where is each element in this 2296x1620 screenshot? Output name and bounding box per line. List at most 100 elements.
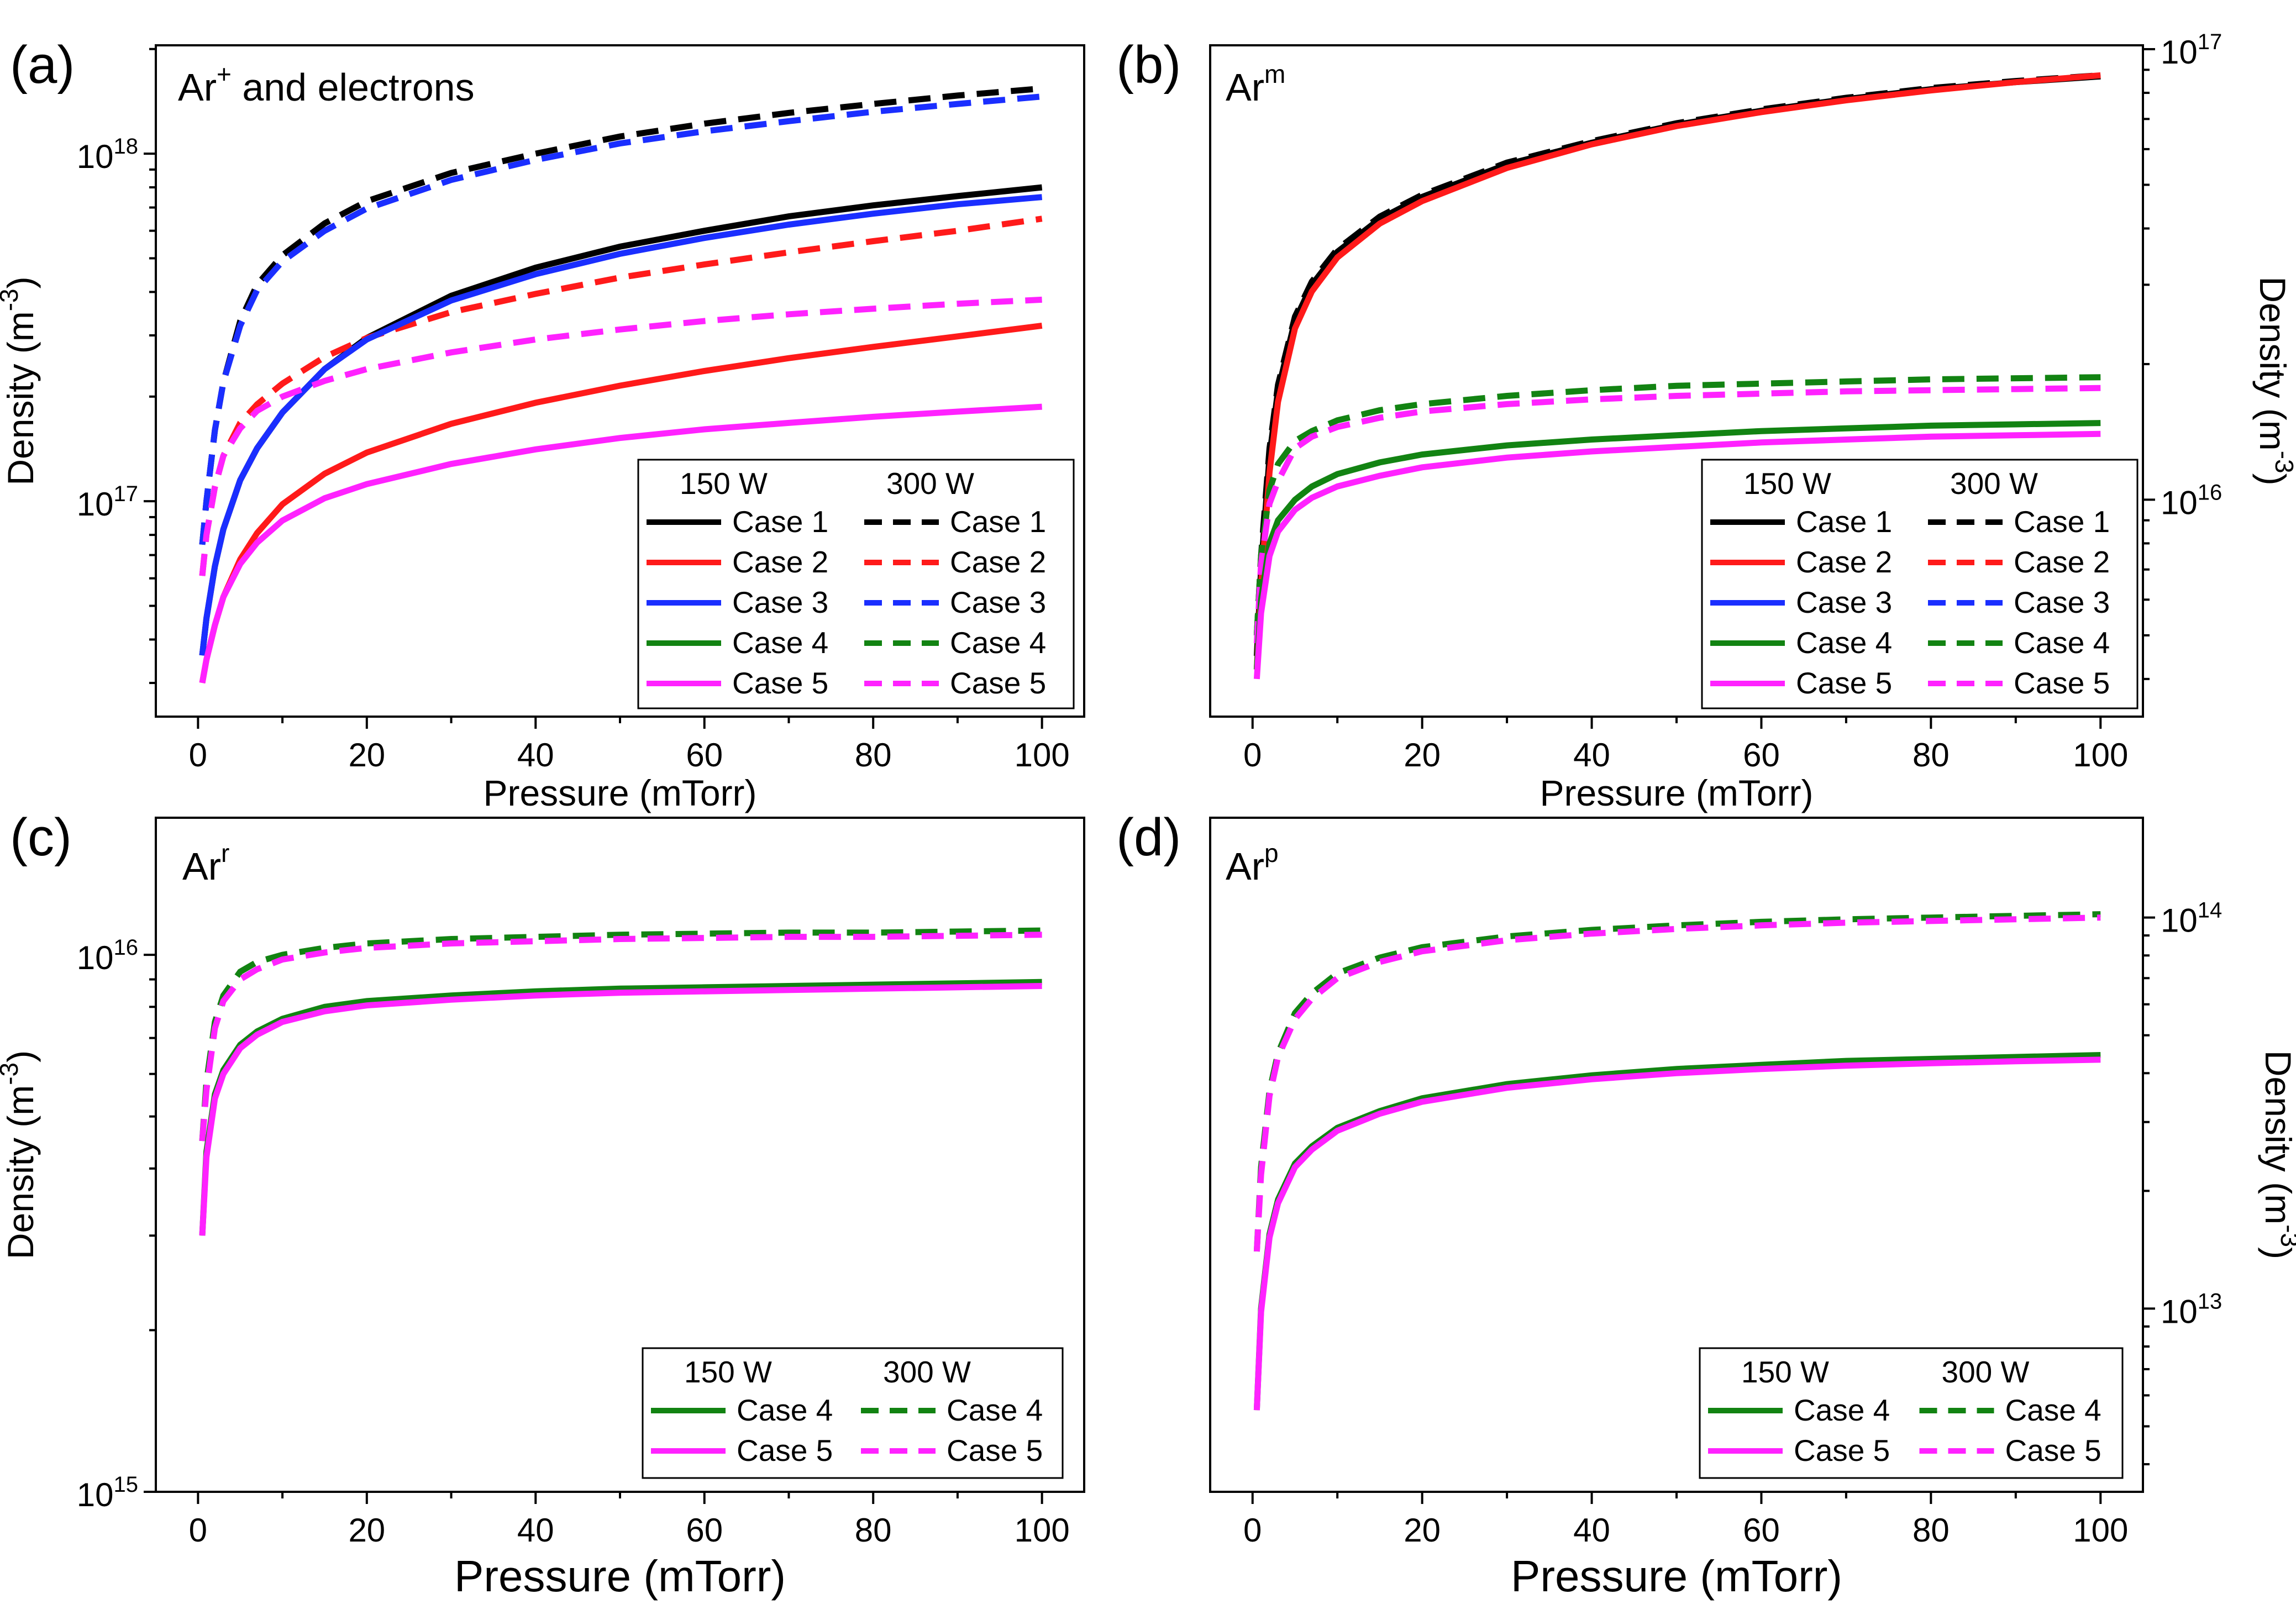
panel-b: 0 20 40 60 80 100 1016 1017 Pressure (mTorr) Dens…	[1116, 30, 2296, 813]
x-tick-label: 0	[189, 1512, 207, 1549]
series-case-5-150w	[199, 983, 1042, 1236]
legend-header-150w: 150 W	[680, 466, 768, 501]
legend-header-150w: 150 W	[684, 1355, 772, 1389]
series-case-4-300w	[1253, 911, 2101, 1252]
legend-header-300w: 300 W	[883, 1355, 971, 1389]
y-axis-title: Density (m-3)	[0, 276, 41, 485]
legend-entry-300w: Case 5	[947, 1433, 1043, 1468]
series-case-5-300w	[1253, 914, 2101, 1252]
series-group	[1253, 72, 2101, 680]
series-case-5-300w	[199, 296, 1042, 576]
series-case-4-300w	[1253, 374, 2101, 636]
legend-entry-150w: Case 2	[1796, 545, 1892, 579]
species-label: Ar+ and electrons	[178, 60, 475, 109]
x-axis-title: Pressure (mTorr)	[454, 1551, 786, 1601]
y-tick-label: 1014	[2161, 898, 2222, 939]
y-axis-title: Density (m-3)	[0, 1050, 41, 1259]
y-tick-label: 1017	[2161, 30, 2222, 71]
series-group	[1253, 911, 2101, 1411]
y-tick-label: 1015	[77, 1472, 138, 1513]
x-tick-label: 40	[517, 737, 554, 774]
series-case-5-300w	[199, 932, 1042, 1142]
legend-entry-150w: Case 3	[732, 585, 828, 619]
legend-entry-150w: Case 5	[1796, 666, 1892, 700]
legend-header-300w: 300 W	[1942, 1355, 2030, 1389]
legend-entry-150w: Case 1	[1796, 504, 1892, 539]
x-tick-label: 100	[2073, 737, 2128, 774]
legend-entry-300w: Case 3	[950, 585, 1046, 619]
x-tick-label: 100	[1015, 1512, 1070, 1549]
y-axis-title: Density (m-3)	[2252, 276, 2296, 485]
legend-entry-150w: Case 4	[1794, 1393, 1890, 1427]
x-tick-label: 20	[348, 1512, 385, 1549]
x-axis-title: Pressure (mTorr)	[1540, 772, 1813, 813]
legend-entry-300w: Case 5	[950, 666, 1046, 700]
x-tick-label: 20	[348, 737, 385, 774]
series-case-5-150w	[1253, 1056, 2101, 1411]
legend-entry-300w: Case 3	[2014, 585, 2110, 619]
x-tick-label: 80	[1913, 737, 1950, 774]
legend-entry-150w: Case 5	[737, 1433, 833, 1468]
panel-label: (d)	[1116, 808, 1181, 867]
panel-c: 0 20 40 60 80 100 1015 1016 Pressure (mTorr) Dens…	[0, 808, 1085, 1601]
panel-d: 0 20 40 60 80 100 1013 1014 Pressure (mTorr) Dens…	[1116, 808, 2296, 1601]
legend-box	[1701, 459, 2139, 709]
series-case-4-300w	[199, 927, 1042, 1142]
legend-header-300w: 300 W	[886, 466, 974, 501]
y-axis-title: Density (m-3)	[2258, 1050, 2296, 1259]
legend-entry-150w: Case 2	[732, 545, 828, 579]
legend-header-150w: 150 W	[1741, 1355, 1829, 1389]
x-tick-label: 60	[686, 1512, 723, 1549]
series-group	[199, 85, 1043, 683]
legend-entry-150w: Case 4	[732, 625, 828, 660]
legend-entry-300w: Case 5	[2005, 1433, 2101, 1468]
legend-entry-300w: Case 4	[2005, 1393, 2101, 1427]
legend-entry-300w: Case 4	[2014, 625, 2110, 660]
x-tick-label: 0	[189, 737, 207, 774]
x-tick-label: 40	[517, 1512, 554, 1549]
legend-entry-150w: Case 4	[1796, 625, 1892, 660]
legend-entry-150w: Case 5	[1794, 1433, 1890, 1468]
legend: 150 W 300 W Case 4 Case 4 Case 5 Case 5	[1699, 1347, 2124, 1479]
y-tick-label: 1013	[2161, 1289, 2222, 1330]
legend-entry-300w: Case 4	[950, 625, 1046, 660]
x-tick-label: 80	[855, 1512, 892, 1549]
x-tick-label: 60	[1743, 1512, 1780, 1549]
y-tick-label: 1016	[77, 935, 138, 976]
series-case-2-150w	[1253, 72, 2101, 670]
legend-entry-300w: Case 2	[950, 545, 1046, 579]
species-label: Arm	[1226, 60, 1285, 109]
y-tick-label: 1018	[77, 134, 138, 175]
x-axis-title: Pressure (mTorr)	[483, 772, 756, 813]
x-tick-label: 80	[855, 737, 892, 774]
x-tick-label: 0	[1243, 737, 1262, 774]
legend: 150 W 300 W Case 4 Case 4 Case 5 Case 5	[642, 1347, 1064, 1479]
legend-entry-150w: Case 3	[1796, 585, 1892, 619]
legend-entry-300w: Case 4	[947, 1393, 1043, 1427]
x-tick-label: 80	[1913, 1512, 1950, 1549]
series-case-5-150w	[1253, 430, 2101, 680]
x-axis-title: Pressure (mTorr)	[1511, 1551, 1842, 1601]
x-tick-label: 100	[2073, 1512, 2128, 1549]
series-group	[199, 927, 1042, 1236]
legend-entry-300w: Case 5	[2014, 666, 2110, 700]
x-tick-label: 60	[686, 737, 723, 774]
x-tick-label: 40	[1573, 737, 1610, 774]
x-tick-label: 20	[1404, 1512, 1441, 1549]
y-tick-label: 1017	[77, 482, 138, 523]
legend-entry-150w: Case 5	[732, 666, 828, 700]
legend-box	[637, 459, 1075, 709]
species-label: Arr	[182, 839, 229, 888]
series-case-3-300w	[199, 93, 1043, 545]
legend-header-150w: 150 W	[1743, 466, 1831, 501]
y-tick-label: 1016	[2161, 480, 2222, 521]
legend-entry-300w: Case 1	[2014, 504, 2110, 539]
legend-entry-300w: Case 2	[2014, 545, 2110, 579]
legend-header-300w: 300 W	[1950, 466, 2038, 501]
x-tick-label: 60	[1743, 737, 1780, 774]
x-tick-label: 40	[1573, 1512, 1610, 1549]
species-label: Arp	[1226, 839, 1279, 888]
